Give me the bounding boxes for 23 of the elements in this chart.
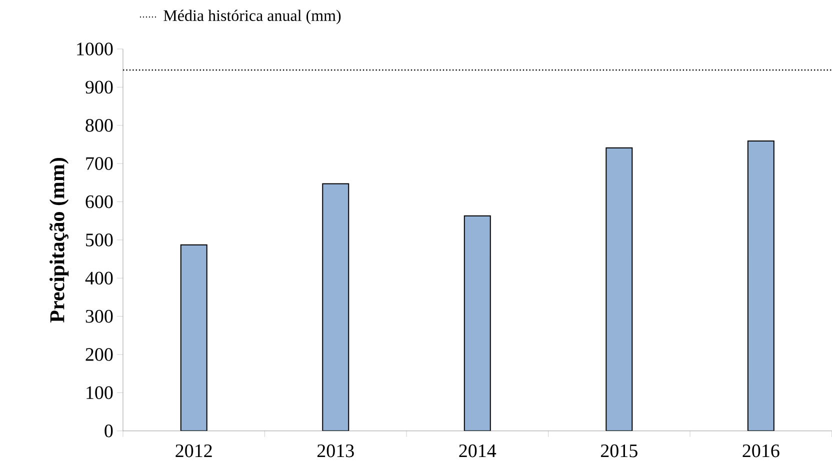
y-tick-label: 300 [86,310,113,323]
x-tick-label: 2015 [600,444,638,458]
bar [180,244,208,431]
y-tick-label: 800 [86,119,113,132]
x-tick-label: 2016 [742,444,780,458]
legend-label: Média histórica anual (mm) [164,10,341,24]
y-tick-label: 900 [86,80,113,94]
bar [747,140,774,431]
bar [464,215,491,431]
y-tick-label: 200 [86,348,113,361]
x-tick-label: 2014 [459,444,496,458]
bar [322,183,350,431]
y-tick-label: 400 [85,272,113,285]
y-tick-label: 0 [104,424,113,438]
y-tick-label: 500 [86,234,113,246]
y-tick-label: 100 [86,386,113,400]
x-tick-label: 2012 [176,444,212,458]
y-axis-title: Precipitação (mm) [49,158,69,323]
bar [606,147,633,431]
y-tick-label: 700 [86,157,113,170]
x-tick-label: 2013 [317,444,354,458]
y-tick-label: 600 [86,195,113,208]
y-tick-label: 1000 [77,42,113,56]
